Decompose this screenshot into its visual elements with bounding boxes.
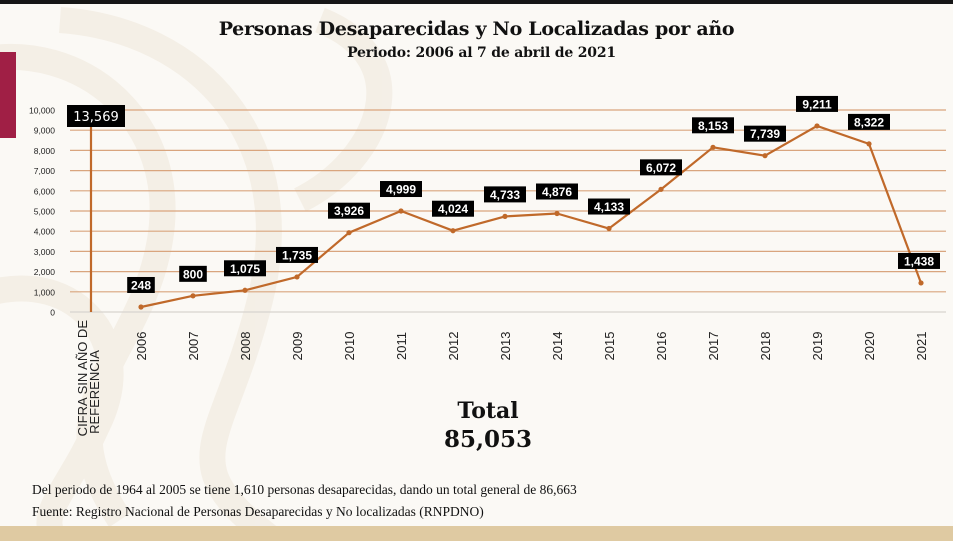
data-label-box (432, 200, 474, 217)
x-tick-label: 2019 (810, 332, 825, 361)
series-line-group (138, 123, 924, 310)
data-point (554, 210, 560, 217)
y-tick-label: 7,000 (34, 166, 56, 176)
x-tick-label: 2015 (602, 332, 617, 361)
y-tick-label: 5,000 (34, 207, 56, 217)
data-label-box (796, 95, 838, 112)
x-tick-label: 2006 (134, 332, 149, 361)
period-note: Del periodo de 1964 al 2005 se tiene 1,6… (32, 482, 577, 497)
data-point (138, 304, 144, 310)
data-label: 1,735 (282, 248, 312, 262)
data-point (242, 287, 248, 293)
x-tick-label: 2020 (862, 332, 877, 361)
reference-bar-group: 13,569 (67, 105, 125, 312)
data-label-box (127, 276, 155, 293)
accent-tab (0, 52, 16, 138)
data-label: 4,133 (594, 200, 624, 214)
x-tick-label: 2007 (186, 332, 201, 361)
source-note: Fuente: Registro Nacional de Personas De… (32, 504, 484, 519)
reference-bar-label-box (67, 105, 125, 127)
y-axis-ticks: 0 1,000 2,000 3,000 4,000 5,000 6,000 7,000 8,00… (29, 106, 55, 318)
data-label-box (898, 252, 940, 269)
x-tick-label: 2010 (342, 332, 357, 361)
data-point (190, 293, 196, 299)
top-bar (0, 0, 953, 4)
series-line (140, 124, 923, 309)
data-point (346, 230, 352, 236)
x-axis-ticks: 2006 2007 2008 2009 2010 2011 2012 2013 2014 2015… (75, 320, 929, 437)
x-tick-label: 2016 (654, 332, 669, 361)
data-label: 4,876 (542, 185, 572, 199)
data-label: 9,211 (802, 97, 832, 111)
y-tick-label: 1,000 (34, 287, 56, 297)
x-tick-label: 2021 (914, 332, 929, 361)
x-tick-label: 2017 (706, 332, 721, 361)
data-label-box (744, 125, 786, 142)
x-tick-label: 2012 (446, 332, 461, 361)
y-tick-label: 10,000 (29, 106, 55, 116)
data-point (762, 153, 768, 159)
x-tick-label: 2013 (498, 332, 513, 361)
bottom-band (0, 526, 953, 541)
data-label-box (380, 181, 422, 198)
data-label-box (640, 159, 682, 176)
data-point (866, 141, 872, 147)
total-value: 85,053 (443, 426, 533, 453)
data-point (710, 144, 716, 150)
data-label-box (484, 186, 526, 203)
data-label: 248 (131, 278, 151, 292)
data-label: 7,739 (750, 127, 780, 141)
y-tick-label: 9,000 (34, 126, 56, 136)
chart-title: Personas Desaparecidas y No Localizadas … (218, 18, 735, 40)
data-label-box (179, 265, 207, 282)
y-tick-label: 3,000 (34, 247, 56, 257)
data-label-box (276, 246, 318, 263)
x-tick-label-reference-line1: CIFRA SIN AÑO DE (75, 320, 90, 437)
data-label: 6,072 (646, 161, 676, 175)
x-tick-label-reference-line2: REFERENCIA (87, 350, 102, 434)
data-point (502, 213, 508, 219)
x-tick-label: 2009 (290, 332, 305, 361)
data-labels-group: 248 800 1,075 1,735 3,926 4,999 4,024 4,733 4,87… (127, 95, 940, 293)
x-tick-label: 2014 (550, 332, 565, 361)
data-point (294, 274, 300, 280)
total-label: Total (457, 398, 519, 424)
data-label: 4,733 (490, 188, 520, 202)
y-tick-label: 8,000 (34, 146, 56, 156)
data-label-box (536, 183, 578, 200)
data-point (814, 123, 820, 129)
y-tick-label: 0 (50, 308, 55, 318)
chart-subtitle: Periodo: 2006 al 7 de abril de 2021 (347, 45, 616, 61)
data-label: 800 (183, 267, 203, 281)
x-tick-label: 2011 (394, 332, 409, 360)
data-label-box (328, 202, 370, 219)
data-point (918, 280, 924, 286)
data-label: 1,438 (904, 254, 934, 268)
data-point (606, 225, 612, 232)
data-point (450, 228, 456, 234)
y-tick-label: 4,000 (34, 227, 56, 237)
data-label: 4,999 (386, 183, 416, 197)
reference-bar-label: 13,569 (73, 110, 119, 125)
data-point (658, 186, 664, 192)
data-label: 1,075 (230, 262, 260, 276)
y-tick-label: 6,000 (34, 186, 56, 196)
data-label-box (224, 260, 266, 277)
data-label: 4,024 (438, 202, 468, 216)
data-label-box (848, 113, 890, 130)
data-label: 8,322 (854, 115, 884, 129)
data-label-box (588, 198, 630, 215)
x-tick-label: 2018 (758, 332, 773, 361)
x-tick-label: 2008 (238, 332, 253, 361)
data-label: 3,926 (334, 204, 364, 218)
y-tick-label: 2,000 (34, 267, 56, 277)
data-label-box (692, 117, 734, 134)
data-label: 8,153 (698, 119, 728, 133)
data-point (398, 208, 404, 214)
